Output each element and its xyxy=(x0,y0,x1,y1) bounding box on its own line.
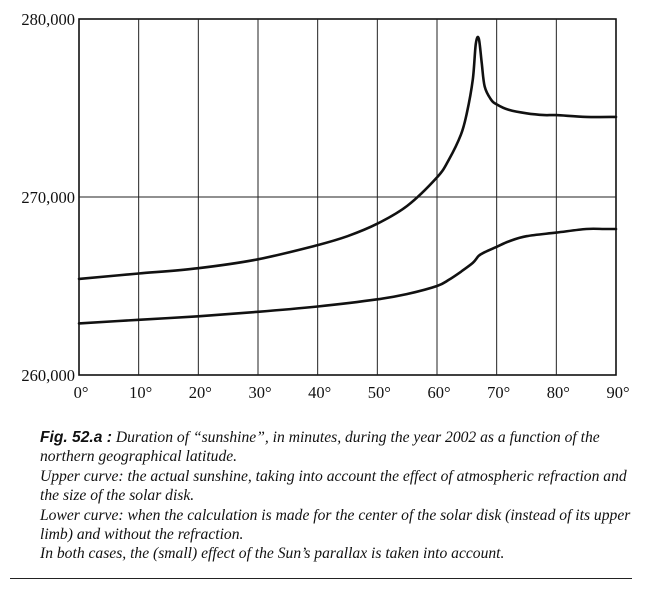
y-tick-label: 280,000 xyxy=(21,10,75,29)
y-tick-label: 270,000 xyxy=(21,188,75,207)
x-tick-label: 70° xyxy=(487,383,510,402)
x-tick-label: 30° xyxy=(248,383,271,402)
lower-curve xyxy=(77,227,618,325)
x-tick-label: 10° xyxy=(129,383,152,402)
series-lines xyxy=(77,35,618,325)
figure-caption: Fig. 52.a : Duration of “sunshine”, in m… xyxy=(40,428,640,564)
caption-line-1: Fig. 52.a : Duration of “sunshine”, in m… xyxy=(40,428,640,467)
grid-lines xyxy=(79,19,616,375)
upper-curve xyxy=(77,35,618,281)
y-tick-label: 260,000 xyxy=(21,366,75,385)
caption-upper-curve: Upper curve: the actual sunshine, taking… xyxy=(40,467,627,505)
x-tick-label: 20° xyxy=(189,383,212,402)
y-tick-labels: 260,000 270,000 280,000 xyxy=(21,10,75,385)
figure-number: Fig. 52.a : xyxy=(40,429,112,446)
x-tick-label: 40° xyxy=(308,383,331,402)
x-tick-label: 50° xyxy=(368,383,391,402)
x-tick-labels: 0° 10° 20° 30° 40° 50° 60° 70° 80° 90° xyxy=(74,383,630,402)
caption-description: Duration of “sunshine”, in minutes, duri… xyxy=(40,429,600,466)
caption-lower-curve: Lower curve: when the calculation is mad… xyxy=(40,506,631,544)
x-tick-label: 90° xyxy=(606,383,629,402)
chart-area: 260,000 270,000 280,000 0° 10° 20° 30° 40° 50° 6… xyxy=(21,10,630,402)
x-tick-label: 80° xyxy=(547,383,570,402)
caption-parallax-note: In both cases, the (small) effect of the… xyxy=(40,545,505,563)
x-tick-label: 0° xyxy=(74,383,89,402)
x-tick-label: 60° xyxy=(427,383,450,402)
bottom-rule xyxy=(10,578,632,579)
